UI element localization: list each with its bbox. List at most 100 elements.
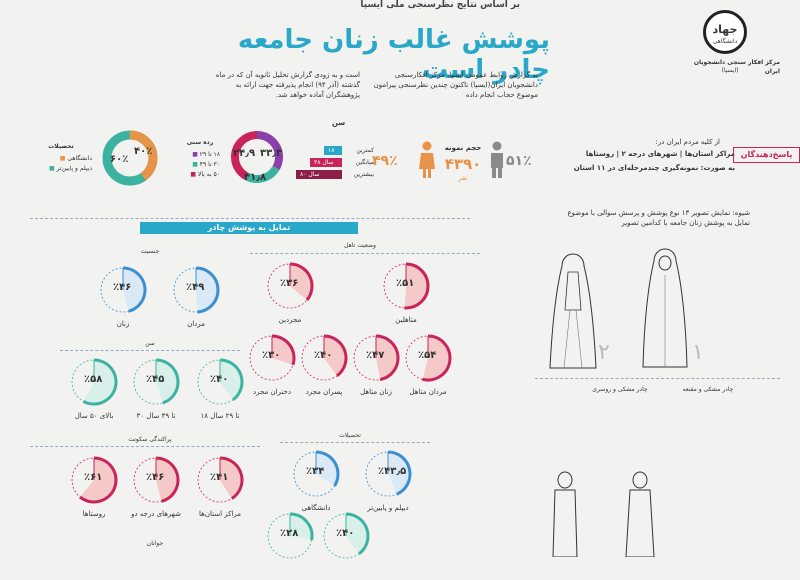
- tendency-item-education-1: ٪۳۴ دانشگاهی: [288, 446, 344, 518]
- tendency-circle-gender-0: [173, 266, 220, 314]
- female-icon: [418, 141, 436, 179]
- tendency-circle-age-1: [133, 358, 180, 405]
- sample-size: ۴۳۹۰: [444, 155, 482, 173]
- tendency-pct: ٪۴۵: [146, 374, 165, 385]
- place-provinces: مراکز استان‌ها: [684, 150, 735, 158]
- respondents-tag-label: پاسخ‌دهندگان: [740, 150, 793, 159]
- logo: جهاد دانشگاهی: [695, 10, 755, 70]
- respondents-block: از کلیه مردم ایران در: مراکز استان‌ها | …: [535, 135, 800, 185]
- figure-label-2: چادر مشکی و روسری: [592, 386, 648, 393]
- woman-figure-2: [548, 250, 598, 375]
- tendency-item-gender-0: ٪۴۹ مردان: [168, 262, 224, 334]
- tendency-pct: ٪۲۸: [280, 528, 299, 539]
- logo-seal-icon: جهاد دانشگاهی: [703, 10, 747, 54]
- tendency-wedge: [290, 514, 312, 541]
- tendency-pct: ٪۴۰: [336, 528, 355, 539]
- age-row-min-value: ۱۸: [324, 146, 342, 155]
- tendency-wedge: [272, 336, 294, 365]
- tendency-pct: ٪۵۴: [418, 350, 437, 361]
- age-row-min-label: کمترین: [356, 147, 374, 154]
- tendency-pct: ٪۳۶: [280, 278, 299, 289]
- tendency-label: دیپلم و پایین‌تر: [367, 504, 409, 512]
- tendency-wedge: [422, 336, 450, 380]
- tendency-wedge: [404, 264, 428, 308]
- tendency-wedge: [83, 360, 116, 404]
- tendency-item-marital_gender-1: ٪۴۷ زنان متاهل: [348, 330, 404, 402]
- tendency-circle-gender-1: [100, 266, 147, 313]
- tendency-pct: ٪۳۰: [262, 350, 281, 361]
- age-group-pct-2: ۲۴٫۹: [233, 148, 256, 159]
- tendency-item-marital_gender-2: ٪۴۰ پسران مجرد: [296, 330, 352, 402]
- tendency-wedge: [376, 336, 399, 380]
- org-name: مرکز افکار سنجی دانشجویان ایران: [693, 59, 780, 75]
- tendency-circle-education-0: [365, 450, 412, 497]
- tendency-pct: ٪۴۹: [186, 282, 205, 293]
- youth-title: جوانان: [146, 540, 164, 547]
- tendency-label: زنان متاهل: [360, 388, 392, 396]
- org-abbr: (ایسپا): [721, 67, 739, 74]
- age-row-avg-value: ۳۸ سال: [310, 158, 342, 167]
- tendency-wedge: [346, 514, 368, 554]
- logo-subtext: دانشگاهی: [712, 38, 738, 45]
- tendency-wedge: [156, 360, 178, 403]
- edu-legend-1-label: دانشگاهی: [67, 155, 92, 162]
- tendency-item-youth-0: ٪۴۰: [318, 508, 374, 580]
- tendency-arc: [122, 266, 147, 313]
- tendency-arc: [82, 358, 118, 406]
- tendency-label: مجردین: [278, 316, 302, 324]
- figure-number-2: ۲: [598, 340, 610, 365]
- tendency-pct: ٪۵۸: [84, 374, 103, 385]
- respondents-line2: به صورت: نمونه‌گیری چندمرحله‌ای در ۱۱ اس…: [573, 164, 735, 172]
- tendency-arc: [289, 262, 314, 301]
- banner-divider: [30, 218, 470, 219]
- woman-figure-4: [545, 470, 585, 558]
- edu-legend-1-swatch: ■: [59, 155, 66, 162]
- tendency-item-education-0: ٪۴۳٫۵ دیپلم و پایین‌تر: [360, 446, 416, 518]
- respondents-tag: پاسخ‌دهندگان: [733, 147, 800, 163]
- tendency-circle-residence-1: [133, 456, 180, 503]
- tendency-wedge: [220, 360, 242, 400]
- age-block: سن کمترین ۱۸ میانگین ۳۸ سال بیشترین ۸۰ س…: [296, 118, 376, 188]
- header: بر اساس نتایج نظرسنجی ملی ایسپا پوشش غال…: [0, 0, 800, 85]
- tendency-arc: [315, 450, 340, 487]
- age-legend-1-swatch: ■: [192, 151, 198, 158]
- tendency-item-residence-0: ٪۴۱ مراکز استان‌ها: [192, 452, 248, 524]
- tendency-label: شهرهای درجه دو: [131, 510, 181, 518]
- tendency-circle-marital_gender-1: [353, 334, 400, 382]
- tendency-label: زنان: [116, 320, 130, 328]
- gender-title: جنسیت: [140, 248, 160, 255]
- tendency-wedge: [79, 458, 116, 502]
- male-icon: [488, 141, 506, 179]
- edu-legend-2-label: دیپلم و پایین‌تر: [56, 165, 92, 172]
- tendency-arc: [155, 456, 180, 503]
- age-groups-title: رده سنی: [186, 139, 214, 146]
- female-pct: ۴۹٪: [372, 153, 398, 169]
- tendency-wedge: [123, 268, 146, 312]
- tendency-pct: ٪۴۶: [146, 472, 165, 483]
- tendency-arc: [219, 456, 244, 500]
- tendency-pct: ٪۳۴: [306, 466, 325, 477]
- marital-title: وضعیت تاهل: [344, 242, 376, 249]
- tendency-circle-marital_gender-3: [249, 334, 296, 381]
- tendency-circle-education-1: [293, 450, 340, 497]
- tendency-label: بالای ۵۰ سال: [74, 412, 114, 420]
- tendency-wedge: [388, 452, 410, 495]
- tendency-wedge: [324, 336, 346, 376]
- tendency-wedge: [156, 458, 179, 502]
- age-legend-3-swatch: ■: [190, 171, 196, 178]
- figure-label-1: چادر مشکی و مقنعه: [682, 386, 734, 393]
- edu-legend-2-swatch: ■: [49, 165, 55, 172]
- page-title: پوشش غالب زنان جامعه چادر است: [237, 25, 550, 85]
- tendency-item-residence-1: ٪۴۶ شهرهای درجه دو: [128, 452, 184, 524]
- tendency-item-age-1: ٪۴۵ ۳۰ تا ۴۹ سال: [128, 354, 184, 426]
- tendency-arc: [404, 262, 430, 310]
- age-legend-3-label: ۵۰ به بالا: [197, 171, 220, 178]
- tendency-label: دانشگاهی: [301, 504, 331, 512]
- tendency-circle-age-0: [197, 358, 244, 405]
- tendency-circle-marital_gender-2: [301, 334, 348, 381]
- header-topline: بر اساس نتایج نظرسنجی ملی ایسپا: [360, 0, 520, 10]
- woman-figure-3: [620, 470, 660, 558]
- age-row-max-label: بیشترین: [353, 171, 374, 178]
- tendency-label: ۳۰ تا ۴۹ سال: [136, 412, 176, 420]
- place-villages: روستاها: [585, 150, 615, 158]
